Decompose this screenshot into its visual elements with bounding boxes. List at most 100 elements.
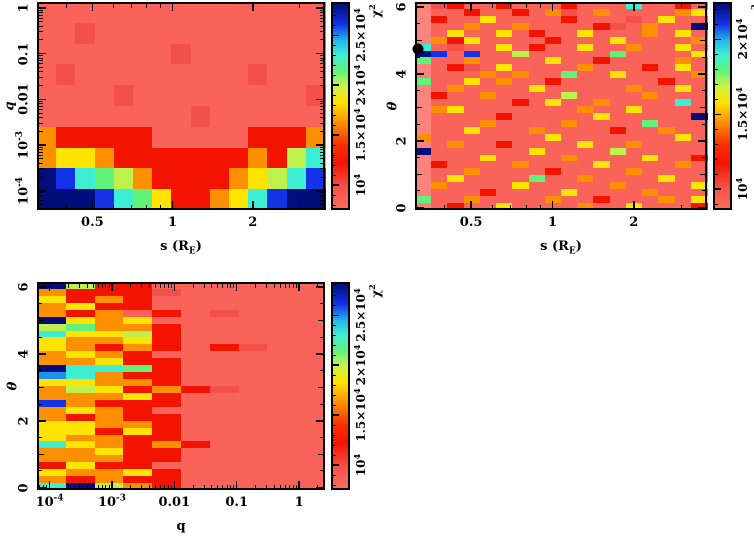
heatmap-cell [65, 365, 95, 373]
heatmap-cell [152, 379, 182, 387]
colorbar-minor-tick [333, 454, 336, 456]
heatmap-cell [267, 386, 297, 393]
heatmap-cell [267, 2, 288, 23]
heatmap-cell [415, 189, 432, 197]
heatmap-cell [544, 8, 562, 16]
heatmap-cell [658, 133, 676, 141]
x-axis-minor-tick [97, 284, 99, 288]
y-axis-minor-tick [319, 11, 323, 13]
heatmap-cell [561, 36, 578, 44]
heatmap-cell [296, 434, 326, 442]
heatmap-cell [577, 119, 595, 127]
heatmap-cell [593, 57, 611, 65]
heatmap-cell [447, 133, 465, 141]
heatmap-cell [286, 189, 307, 211]
y-axis-minor-tick [319, 204, 323, 206]
y-axis-minor-tick [417, 39, 422, 41]
heatmap-cell [209, 392, 239, 400]
heatmap-cell [674, 64, 692, 72]
y-axis-minor-tick [39, 162, 43, 164]
heatmap-cell [658, 57, 676, 65]
heatmap-cell [267, 147, 288, 169]
heatmap-cell [625, 168, 643, 176]
y-axis-minor-tick [700, 173, 705, 175]
heatmap-cell [658, 8, 676, 16]
y-axis-minor-tick [39, 117, 43, 119]
heatmap-cell [267, 427, 297, 435]
y-axis-minor-tick [417, 156, 420, 158]
y-axis-tick [316, 420, 323, 422]
y-axis-minor-tick [39, 146, 43, 148]
colorbar-tick [333, 364, 339, 366]
heatmap-cell [658, 203, 676, 211]
heatmap-cell [123, 420, 153, 428]
heatmap-cell [415, 175, 432, 183]
heatmap-cell [37, 483, 66, 491]
heatmap-cell [496, 133, 514, 141]
heatmap-cell [238, 351, 268, 359]
x-axis-minor-tick [97, 484, 99, 488]
heatmap-cell [609, 57, 627, 65]
heatmap-cell [561, 2, 578, 9]
heatmap-cell [544, 154, 562, 162]
heatmap-cell [65, 316, 95, 324]
heatmap-cell [37, 168, 57, 190]
y-axis-minor-tick [39, 403, 42, 405]
heatmap-cell [512, 99, 530, 107]
y-axis-minor-tick [319, 21, 323, 23]
heatmap-cell [296, 476, 326, 484]
x-axis-minor-tick [112, 204, 114, 208]
heatmap-cell [496, 175, 514, 183]
heatmap-cell [658, 140, 676, 148]
heatmap-cell [209, 434, 239, 442]
heatmap-cell [577, 43, 595, 51]
y-axis-minor-tick [39, 168, 43, 170]
heatmap-cell [37, 43, 57, 65]
y-axis-minor-tick [39, 370, 42, 372]
heatmap-cell [267, 282, 297, 289]
heatmap-cell [415, 154, 432, 162]
heatmap-cell [642, 36, 660, 44]
heatmap-cell [296, 358, 326, 366]
y-axis-minor-tick [39, 11, 43, 13]
heatmap-cell [528, 140, 546, 148]
x-axis-tick-label: 0.01 [158, 495, 191, 510]
heatmap-cell [512, 106, 530, 113]
heatmap-cell [181, 427, 210, 435]
colorbar-tick [715, 38, 721, 41]
heatmap-cell [463, 29, 481, 37]
heatmap-cell [415, 64, 432, 72]
heatmap-cell [123, 309, 153, 317]
heatmap-cell [248, 43, 269, 65]
heatmap-cell [267, 392, 297, 400]
heatmap-cell [181, 386, 210, 393]
heatmap-cell [642, 71, 660, 79]
heatmap-cell [674, 112, 692, 120]
heatmap-cell [512, 15, 530, 23]
heatmap-cell [37, 302, 66, 310]
heatmap-cell [94, 455, 124, 463]
colorbar-tick-label: 1.5×104 [734, 87, 750, 141]
heatmap-cell [181, 288, 210, 296]
heatmap-cell [528, 15, 546, 23]
heatmap-cell [674, 133, 692, 141]
y-axis-minor-tick [319, 122, 323, 124]
x-axis-minor-tick [279, 284, 281, 288]
heatmap-cell [267, 316, 297, 324]
heatmap-cell [415, 29, 432, 37]
y-axis-minor-tick [39, 112, 43, 114]
x-axis-label: q [176, 519, 186, 534]
heatmap-cell [593, 203, 611, 211]
heatmap-cell [544, 182, 562, 190]
y-axis-minor-tick [319, 208, 323, 210]
heatmap-cell [238, 434, 268, 442]
y-axis-tick [698, 73, 705, 75]
heatmap-cell [463, 8, 481, 16]
heatmap-cell [593, 106, 611, 113]
heatmap-cell [296, 295, 326, 303]
heatmap-cell [577, 154, 595, 162]
x-axis-minor-tick [525, 204, 527, 208]
heatmap-cell [415, 2, 432, 9]
y-axis-tick-label: 0 [16, 483, 32, 493]
y-axis-minor-tick [319, 194, 323, 196]
